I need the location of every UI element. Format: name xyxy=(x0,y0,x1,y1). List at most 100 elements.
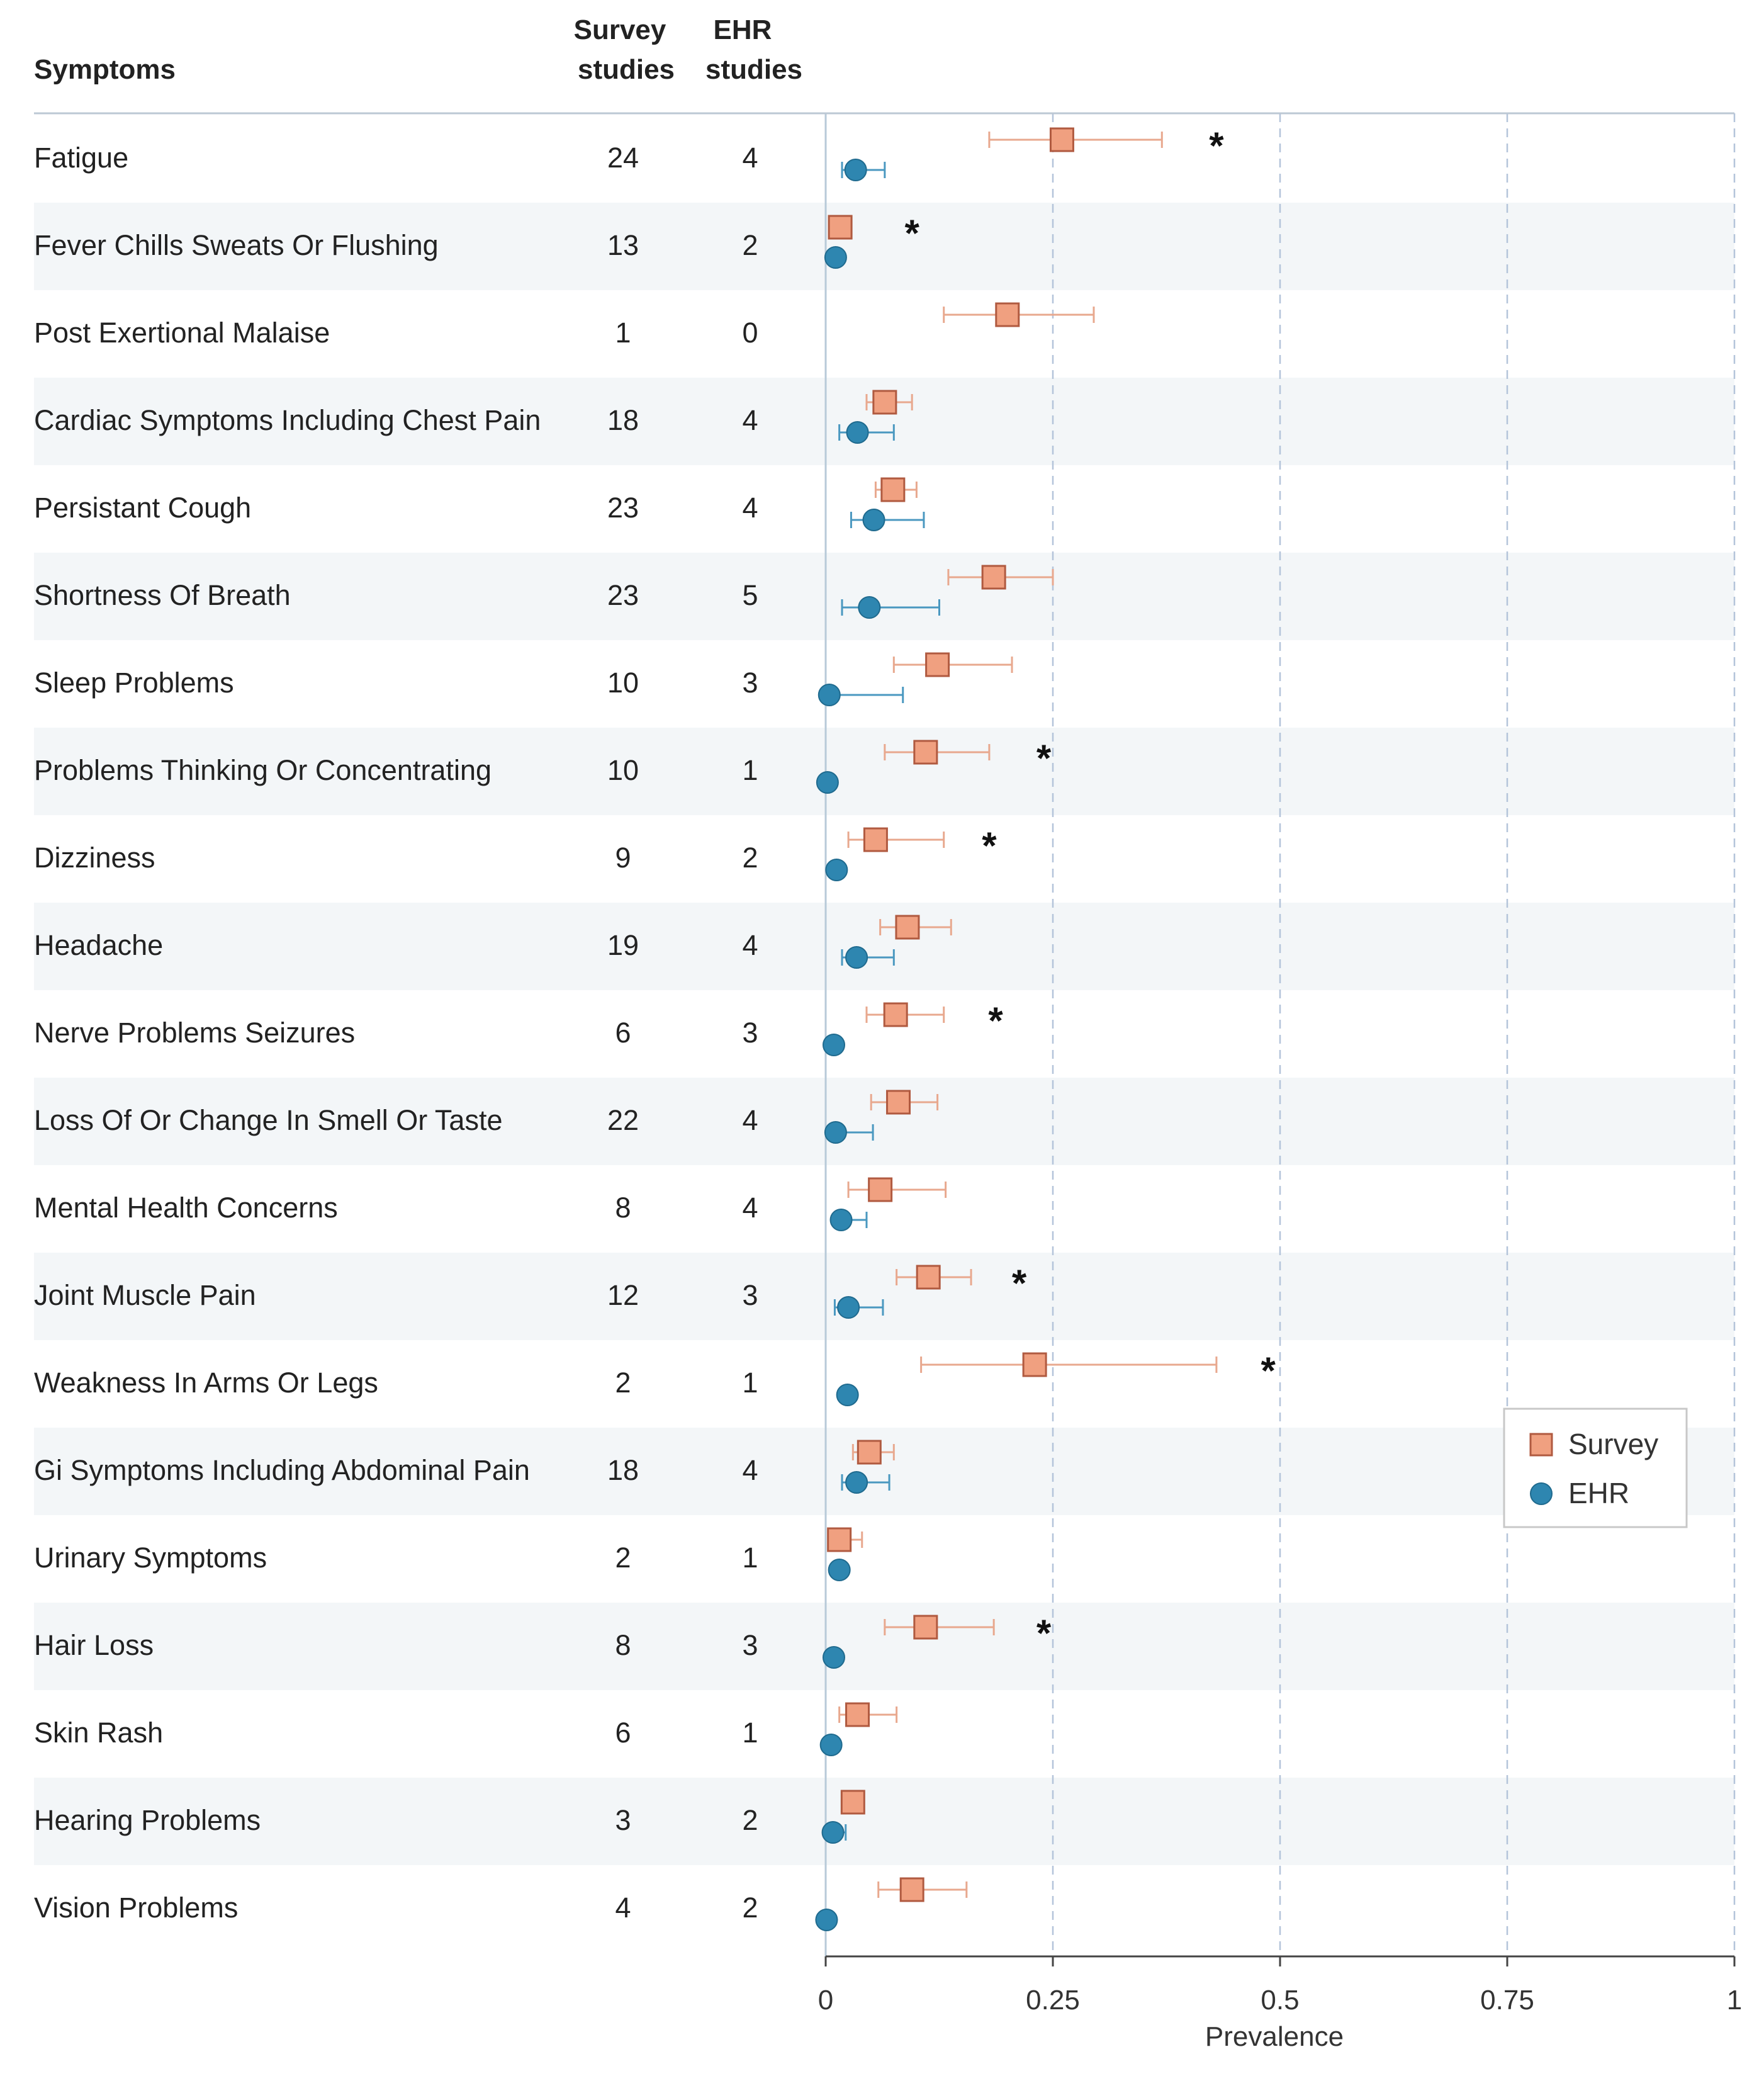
row-label: Fever Chills Sweats Or Flushing xyxy=(34,229,439,261)
ehr-study-count: 4 xyxy=(742,1104,758,1136)
x-tick-label: 0.5 xyxy=(1261,1985,1299,2016)
header-survey-line1: Survey xyxy=(574,14,666,45)
row-band xyxy=(34,1078,1734,1165)
survey-study-count: 18 xyxy=(607,1454,639,1486)
ehr-point xyxy=(816,771,839,794)
row-label: Urinary Symptoms xyxy=(34,1542,267,1574)
row-label: Cardiac Symptoms Including Chest Pain xyxy=(34,404,541,436)
ehr-study-count: 2 xyxy=(742,229,758,261)
table-row: Skin Rash 6 1 xyxy=(34,1702,898,1756)
row-label: Mental Health Concerns xyxy=(34,1192,338,1224)
x-tick-label: 1 xyxy=(1727,1985,1742,2016)
ehr-point xyxy=(844,159,867,181)
row-label: Sleep Problems xyxy=(34,667,234,699)
ehr-point xyxy=(821,1821,845,1844)
ehr-study-count: 3 xyxy=(742,1629,758,1661)
ehr-point xyxy=(858,596,881,619)
survey-study-count: 18 xyxy=(607,404,639,436)
ehr-study-count: 0 xyxy=(742,317,758,349)
x-tick-label: 0.75 xyxy=(1480,1985,1534,2016)
row-band xyxy=(34,903,1734,990)
survey-study-count: 2 xyxy=(615,1542,631,1574)
row-label: Fatigue xyxy=(34,142,128,174)
table-row: Vision Problems 4 2 xyxy=(34,1877,968,1931)
ehr-point xyxy=(836,1384,859,1406)
ehr-study-count: 2 xyxy=(742,1892,758,1924)
table-row: Hair Loss 8 3 * xyxy=(34,1612,1052,1669)
survey-point xyxy=(995,302,1020,327)
survey-study-count: 12 xyxy=(607,1279,639,1311)
row-label: Weakness In Arms Or Legs xyxy=(34,1367,378,1399)
ehr-study-count: 2 xyxy=(742,1804,758,1836)
survey-point xyxy=(895,915,920,940)
ehr-study-count: 4 xyxy=(742,1454,758,1486)
ehr-study-count: 4 xyxy=(742,404,758,436)
ehr-point xyxy=(837,1296,860,1319)
table-row: Urinary Symptoms 2 1 xyxy=(34,1527,863,1581)
significance-marker: * xyxy=(1036,1612,1052,1654)
survey-study-count: 1 xyxy=(615,317,631,349)
ehr-study-count: 1 xyxy=(742,1542,758,1574)
row-label: Hair Loss xyxy=(34,1629,154,1661)
table-row: Nerve Problems Seizures 6 3 * xyxy=(34,1000,1003,1056)
row-label: Skin Rash xyxy=(34,1717,163,1749)
row-label: Problems Thinking Or Concentrating xyxy=(34,754,492,786)
table-row: Sleep Problems 10 3 xyxy=(34,652,1013,706)
survey-point xyxy=(899,1877,924,1902)
survey-point xyxy=(857,1440,882,1465)
survey-point xyxy=(828,215,853,240)
survey-point xyxy=(872,390,897,415)
survey-study-count: 9 xyxy=(615,842,631,874)
x-axis: 0 0.25 0.5 0.75 1 xyxy=(818,1955,1742,2016)
survey-point xyxy=(916,1265,941,1290)
gridlines xyxy=(824,113,1736,1956)
row-band xyxy=(34,728,1734,815)
significance-marker: * xyxy=(905,212,920,254)
ehr-study-count: 5 xyxy=(742,579,758,611)
legend[interactable]: Survey EHR xyxy=(1503,1408,1688,1528)
survey-study-count: 3 xyxy=(615,1804,631,1836)
table-row: Gi Symptoms Including Abdominal Pain 18 4 xyxy=(34,1440,895,1494)
significance-marker: * xyxy=(1209,125,1224,167)
ehr-study-count: 4 xyxy=(742,492,758,524)
table-row: Dizziness 9 2 * xyxy=(34,825,997,881)
survey-point xyxy=(845,1702,870,1727)
row-label: Shortness Of Breath xyxy=(34,579,291,611)
table-row: Problems Thinking Or Concentrating 10 1 * xyxy=(34,737,1052,794)
ehr-point xyxy=(817,684,841,706)
header-symptoms: Symptoms xyxy=(34,54,176,85)
ehr-point xyxy=(819,1734,843,1756)
survey-point xyxy=(1049,127,1074,152)
ehr-point xyxy=(845,946,868,969)
significance-marker: * xyxy=(1012,1262,1027,1304)
survey-study-count: 6 xyxy=(615,1717,631,1749)
ehr-point xyxy=(846,421,869,444)
survey-point xyxy=(827,1527,852,1552)
significance-marker: * xyxy=(1036,737,1052,779)
survey-study-count: 22 xyxy=(607,1104,639,1136)
ehr-study-count: 1 xyxy=(742,1367,758,1399)
row-band xyxy=(34,203,1734,290)
row-band xyxy=(34,1428,1734,1515)
survey-study-count: 13 xyxy=(607,229,639,261)
header-survey-line2: studies xyxy=(578,54,675,85)
survey-study-count: 6 xyxy=(615,1017,631,1049)
table-row: Joint Muscle Pain 12 3 * xyxy=(34,1262,1027,1319)
row-label: Headache xyxy=(34,929,163,961)
significance-marker: * xyxy=(982,825,997,867)
x-tick-label: 0 xyxy=(818,1985,833,2016)
survey-study-count: 8 xyxy=(615,1629,631,1661)
survey-study-count: 2 xyxy=(615,1367,631,1399)
significance-marker: * xyxy=(1261,1350,1276,1392)
table-row: Cardiac Symptoms Including Chest Pain 18 4 xyxy=(34,390,913,444)
table-row: Headache 19 4 xyxy=(34,915,952,969)
row-label: Vision Problems xyxy=(34,1892,238,1924)
survey-point xyxy=(840,1790,865,1815)
ehr-study-count: 1 xyxy=(742,1717,758,1749)
ehr-point xyxy=(822,1646,845,1669)
row-label: Persistant Cough xyxy=(34,492,251,524)
ehr-study-count: 3 xyxy=(742,1279,758,1311)
table-row: Fatigue 24 4 * xyxy=(34,125,1224,181)
rows: Fatigue 24 4 *Fever Chills Sweats Or Flushi… xyxy=(34,125,1276,1931)
